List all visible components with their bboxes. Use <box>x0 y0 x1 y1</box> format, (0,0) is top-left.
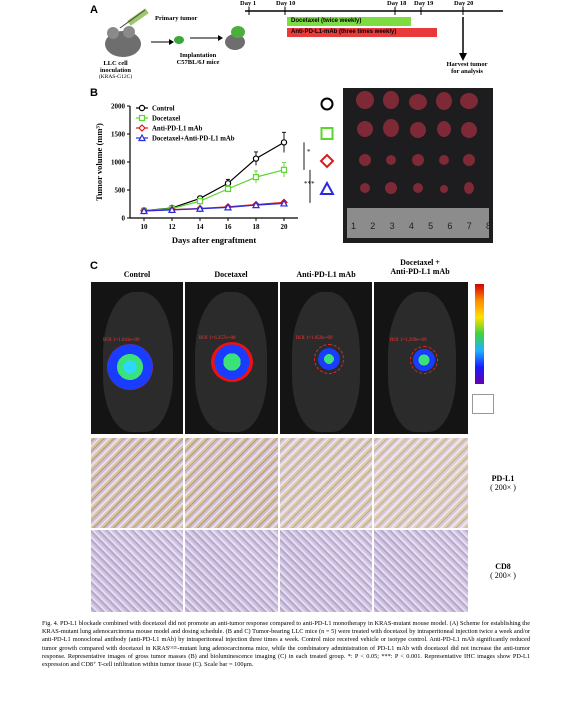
legend-label: Docetaxel+Anti-PD-L1 mAb <box>152 136 235 143</box>
data-point <box>280 166 288 173</box>
day-20-label: Day 20 <box>454 0 474 7</box>
y-tick-label: 500 <box>115 187 126 195</box>
data-point <box>280 139 288 146</box>
ruler-number: 2 <box>370 221 376 231</box>
ruler-numbers: 1 2 3 4 5 6 7 8 <box>351 221 491 231</box>
control-circle-icon <box>320 97 334 111</box>
data-point <box>224 185 232 192</box>
combination-triangle-icon <box>319 180 335 195</box>
column-header-docetaxel: Docetaxel <box>214 270 248 279</box>
day-1-label: Day 1 <box>240 0 257 7</box>
legend-label: Control <box>152 106 175 113</box>
ruler-number: 8 <box>485 221 491 231</box>
data-point <box>139 206 149 215</box>
data-point <box>251 200 261 209</box>
bli-image-docetaxel: ROI 1=6.257e+08 <box>185 282 278 434</box>
ihc-pdl1-docetaxel <box>185 438 278 528</box>
day-18-label: Day 18 <box>387 0 407 7</box>
column-header-control: Control <box>123 270 151 279</box>
series-line <box>143 201 285 212</box>
panel-b-letter: B <box>90 87 98 99</box>
ruler-number: 6 <box>447 221 453 231</box>
dosing-timeline <box>245 7 503 61</box>
antipdl1-diamond-icon <box>319 153 335 169</box>
antipdl1-dosing-bar: Anti-PD-L1-mAb (three times weekly) <box>287 28 437 37</box>
ihc-pdl1-antipdl1 <box>280 438 372 528</box>
roi-label: ROI 1=6.257e+08 <box>199 336 236 341</box>
row-label-cd8: CD8 ( 200× ) <box>490 562 516 580</box>
y-tick-label: 1500 <box>111 131 126 139</box>
panel-c-letter: C <box>90 260 98 272</box>
x-tick-label: 14 <box>197 223 205 231</box>
bli-image-antipdl1: ROI 1=1.059e+09 <box>280 282 372 434</box>
y-tick-label: 2000 <box>111 103 126 111</box>
implantation-label: Implantation C57BL/6J mice <box>176 52 220 66</box>
data-point <box>195 204 205 212</box>
day-19-label: Day 19 <box>414 0 434 7</box>
series-line <box>143 169 285 212</box>
inoculation-label: LLC cell inoculation (KRAS-G12C) <box>98 60 133 80</box>
data-point <box>252 174 260 181</box>
data-point <box>279 199 289 207</box>
ihc-cd8-combination <box>374 530 468 612</box>
color-scale-legend-box <box>472 394 494 414</box>
docetaxel-dosing-bar: Docetaxel (twice weekly) <box>287 17 411 26</box>
figure-caption: Fig. 4. PD-L1 blockade combined with doc… <box>42 620 530 669</box>
primary-tumor-label: Primary tumor <box>155 15 198 22</box>
ihc-cd8-antipdl1 <box>280 530 372 612</box>
bli-image-control: ROI 1=1.043e+09 <box>91 282 183 434</box>
docetaxel-square-icon <box>320 127 334 140</box>
panel-a-letter: A <box>90 4 98 16</box>
series-line <box>143 202 285 212</box>
x-tick-label: 16 <box>225 223 233 231</box>
series-line <box>143 141 285 212</box>
mouse-inoculation-illustration <box>105 8 184 57</box>
roi-label: ROI 1=1.059e+09 <box>296 336 333 341</box>
ihc-pdl1-combination <box>374 438 468 528</box>
data-point <box>252 155 260 162</box>
sig-single-star: * <box>307 148 311 156</box>
harvest-label: Harvest tumor for analysis <box>446 61 488 75</box>
legend-label: Docetaxel <box>152 116 180 123</box>
sig-triple-star: *** <box>304 180 315 188</box>
radiance-color-scale <box>475 284 484 384</box>
arrow-to-mouse-icon <box>190 26 245 50</box>
x-tick-label: 12 <box>169 223 177 231</box>
ruler-number: 4 <box>408 221 414 231</box>
group-symbols <box>319 97 335 195</box>
legend-label: Anti-PD-L1 mAb <box>152 126 203 133</box>
day-10-label: Day 10 <box>276 0 296 7</box>
tumor-growth-chart: 0 500 1000 1500 2000 10 12 14 16 18 20 Days after e… <box>94 103 311 245</box>
legend-marker <box>137 133 147 142</box>
ihc-cd8-docetaxel <box>185 530 278 612</box>
data-point <box>167 205 177 213</box>
y-tick-label: 1000 <box>111 159 126 167</box>
data-point <box>196 198 204 205</box>
column-header-antipdl1: Anti-PD-L1 mAb <box>296 270 356 279</box>
ihc-cd8-control <box>91 530 183 612</box>
y-axis-label: Tumor volume (mm³) <box>94 123 104 201</box>
legend-marker <box>138 124 146 132</box>
legend-marker <box>138 104 146 112</box>
x-tick-label: 18 <box>253 223 261 231</box>
roi-label: ROI 1=1.043e+09 <box>103 338 140 343</box>
ruler-number: 1 <box>351 221 357 231</box>
tumor-masses <box>347 91 489 238</box>
x-tick-label: 20 <box>281 223 289 231</box>
ihc-pdl1-control <box>91 438 183 528</box>
column-header-combination: Docetaxel + Anti-PD-L1 mAb <box>390 258 450 276</box>
bli-image-combination: ROI 1=1.209e+09 <box>374 282 468 434</box>
ruler-number: 3 <box>389 221 395 231</box>
x-axis-label: Days after engraftment <box>172 235 257 245</box>
legend-marker <box>138 114 146 122</box>
y-tick-label: 0 <box>122 215 126 223</box>
x-tick-label: 10 <box>141 223 149 231</box>
row-label-pdl1: PD-L1 ( 200× ) <box>490 474 516 492</box>
ruler-number: 5 <box>428 221 434 231</box>
gross-tumor-photo: 1 2 3 4 5 6 7 8 <box>343 88 493 243</box>
data-point <box>223 203 233 211</box>
ruler-number: 7 <box>466 221 472 231</box>
roi-label: ROI 1=1.209e+09 <box>390 338 427 343</box>
